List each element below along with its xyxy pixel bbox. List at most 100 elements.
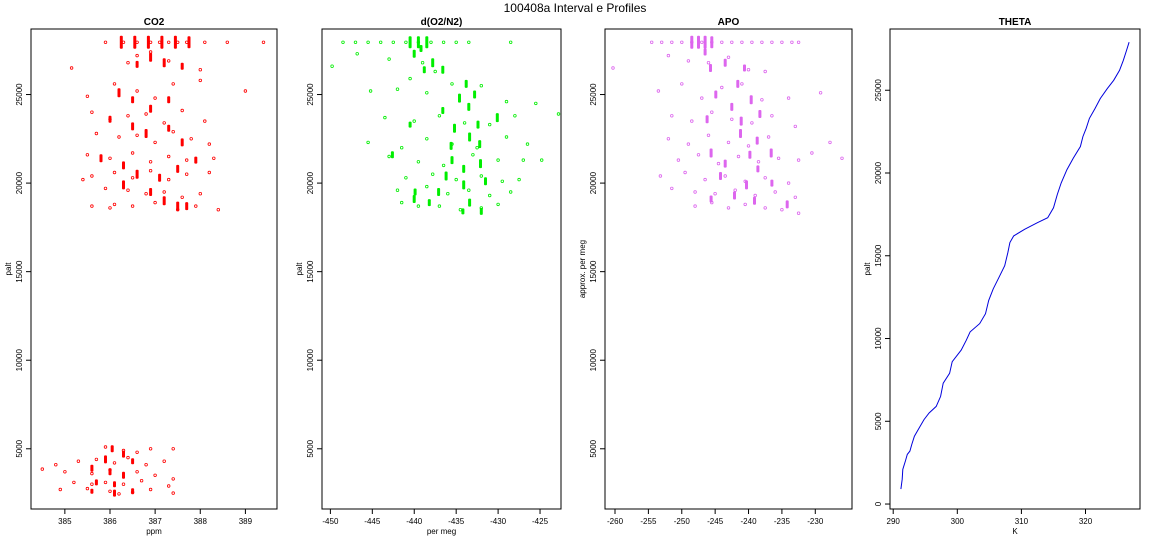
co2-data-point — [144, 463, 148, 467]
apo-data-point — [710, 40, 714, 44]
co2-data-point — [130, 490, 135, 494]
co2-data-point — [171, 82, 175, 86]
co2-data-point — [90, 174, 94, 178]
co2-data-point — [261, 40, 266, 44]
apo-data-point — [660, 40, 664, 44]
apo-dense-mark — [723, 58, 727, 67]
apo-x-tick-label: -240 — [741, 517, 758, 526]
apo-data-point — [710, 110, 714, 114]
co2-dense-mark — [149, 52, 153, 62]
apo-data-point — [796, 211, 801, 215]
co2-y-tick-label: 5000 — [15, 439, 24, 457]
co2-data-point — [90, 204, 94, 208]
theta-y-tick-label: 10000 — [874, 327, 883, 350]
apo-data-point — [670, 40, 674, 44]
o2n2-data-point — [556, 112, 561, 116]
co2-dense-mark — [162, 58, 166, 68]
co2-data-point — [85, 153, 90, 157]
apo-x-tick-label: -250 — [674, 517, 691, 526]
co2-panel-title: CO2 — [144, 17, 165, 28]
apo-dense-mark — [709, 64, 712, 72]
co2-dense-mark — [122, 161, 125, 170]
o2n2-data-point — [395, 188, 400, 192]
co2-dense-mark — [173, 35, 177, 49]
o2n2-dense-mark — [462, 180, 466, 190]
co2-data-point — [117, 135, 121, 139]
co2-dense-mark — [180, 138, 184, 147]
o2n2-data-point — [355, 52, 359, 56]
apo-dense-mark — [705, 115, 709, 124]
theta-panel-title: THETA — [999, 17, 1032, 28]
apo-dense-mark — [739, 116, 743, 126]
co2-data-point — [148, 160, 153, 164]
co2-data-point — [207, 142, 211, 146]
co2-data-point — [148, 168, 153, 173]
o2n2-dense-mark — [479, 159, 482, 169]
apo-dense-mark — [703, 35, 707, 49]
co2-data-point — [148, 487, 153, 492]
apo-dense-mark — [755, 136, 759, 145]
co2-data-point — [171, 491, 175, 495]
o2n2-data-point — [450, 142, 454, 146]
co2-dense-mark — [176, 164, 180, 173]
co2-dense-mark — [160, 35, 164, 49]
co2-data-point — [76, 459, 81, 463]
apo-data-point — [780, 207, 784, 212]
co2-y-tick-label: 25000 — [15, 83, 24, 106]
apo-data-point — [796, 40, 801, 44]
o2n2-data-point — [462, 121, 467, 125]
co2-data-point — [81, 177, 85, 182]
apo-data-point — [840, 156, 844, 160]
o2n2-data-point — [446, 191, 450, 196]
o2n2-dense-mark — [444, 171, 448, 181]
theta-y-tick-label: 0 — [874, 501, 883, 506]
o2n2-data-point — [425, 137, 429, 141]
o2n2-data-point — [454, 40, 458, 44]
apo-data-point — [786, 96, 791, 100]
apo-dense-mark — [758, 110, 762, 118]
co2-dense-mark — [131, 458, 135, 465]
co2-dense-mark — [122, 450, 125, 458]
apo-dense-mark — [753, 196, 756, 205]
co2-dense-mark — [162, 196, 166, 206]
co2-dense-mark — [119, 35, 123, 49]
o2n2-data-point — [458, 207, 463, 212]
co2-data-point — [94, 131, 99, 136]
apo-data-point — [713, 191, 717, 196]
apo-data-point — [611, 66, 615, 70]
apo-data-point — [766, 135, 771, 139]
apo-data-point — [736, 154, 741, 159]
co2-data-point — [171, 129, 175, 134]
apo-data-point — [760, 40, 764, 44]
o2n2-dense-mark — [476, 120, 480, 129]
co2-data-point — [112, 202, 117, 207]
o2n2-y-tick-label: 10000 — [306, 349, 315, 372]
co2-data-point — [180, 195, 184, 199]
apo-data-point — [666, 137, 671, 141]
co2-data-point — [85, 94, 90, 98]
apo-dense-mark — [703, 48, 707, 56]
o2n2-data-point — [353, 40, 358, 44]
co2-dense-mark — [108, 115, 112, 123]
o2n2-data-point — [525, 142, 530, 146]
apo-data-point — [740, 82, 744, 86]
apo-dense-mark — [730, 102, 734, 111]
apo-data-point — [690, 119, 694, 123]
apo-data-point — [790, 40, 794, 44]
co2-data-point — [103, 445, 108, 449]
o2n2-data-point — [383, 115, 387, 120]
co2-data-point — [148, 447, 153, 451]
co2-data-point — [108, 117, 112, 121]
apo-y-tick-label: 15000 — [589, 260, 598, 283]
co2-dense-mark — [131, 96, 135, 104]
o2n2-data-point — [467, 188, 471, 192]
co2-data-point — [90, 482, 94, 486]
o2n2-data-point — [509, 40, 513, 44]
co2-data-point — [130, 151, 135, 155]
apo-dense-mark — [723, 159, 727, 168]
co2-x-tick-label: 387 — [148, 517, 162, 526]
co2-data-point — [108, 156, 112, 160]
o2n2-data-point — [534, 101, 538, 106]
panel-o2n2: d(O2/N2) -450 -445 -440 -435 -430 -425 5000 1000… — [295, 17, 562, 536]
co2-data-point — [148, 50, 153, 54]
